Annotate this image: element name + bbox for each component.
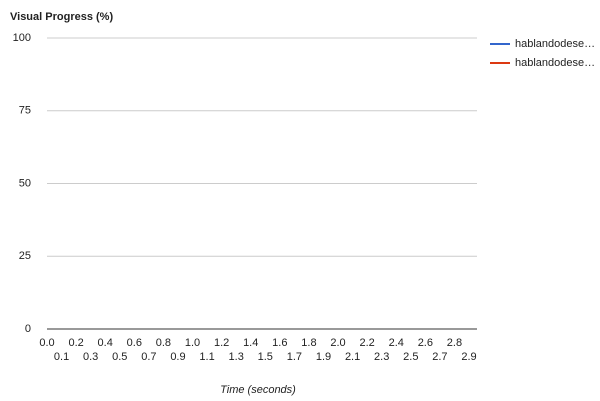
x-tick-label: 1.0: [185, 337, 200, 349]
x-tick-label: 2.6: [418, 337, 433, 349]
x-tick-label: 0.6: [127, 337, 142, 349]
x-tick-label: 2.9: [461, 351, 476, 363]
x-tick-label: 1.6: [272, 337, 287, 349]
x-tick-label: 0.3: [83, 351, 98, 363]
x-tick-label: 2.5: [403, 351, 418, 363]
x-tick-label: 2.0: [330, 337, 345, 349]
y-tick-label: 50: [19, 177, 31, 189]
x-tick-label: 1.4: [243, 337, 258, 349]
x-tick-label: 2.4: [389, 337, 404, 349]
x-tick-label: 0.2: [68, 337, 83, 349]
x-tick-label: 2.3: [374, 351, 389, 363]
x-tick-label: 1.7: [287, 351, 302, 363]
x-tick-label: 0.7: [141, 351, 156, 363]
x-tick-label: 1.3: [229, 351, 244, 363]
x-tick-label: 0.1: [54, 351, 69, 363]
x-tick-label: 0.8: [156, 337, 171, 349]
x-tick-label: 0.5: [112, 351, 127, 363]
x-tick-label: 2.1: [345, 351, 360, 363]
y-tick-label: 0: [25, 323, 31, 335]
y-tick-label: 25: [19, 250, 31, 262]
legend-label: hablandodese…: [515, 57, 595, 69]
x-axis-title: Time (seconds): [220, 384, 296, 396]
chart-title: Visual Progress (%): [10, 11, 113, 23]
x-tick-label: 1.8: [301, 337, 316, 349]
y-tick-label: 100: [13, 32, 31, 44]
x-tick-label: 2.7: [432, 351, 447, 363]
x-tick-label: 1.1: [199, 351, 214, 363]
x-tick-label: 0.9: [170, 351, 185, 363]
legend-label: hablandodese…: [515, 38, 595, 50]
y-tick-label: 75: [19, 105, 31, 117]
x-tick-label: 1.5: [258, 351, 273, 363]
x-tick-label: 1.2: [214, 337, 229, 349]
x-tick-label: 2.8: [447, 337, 462, 349]
x-tick-label: 0.0: [39, 337, 54, 349]
x-tick-label: 0.4: [98, 337, 113, 349]
x-tick-label: 1.9: [316, 351, 331, 363]
x-tick-label: 2.2: [359, 337, 374, 349]
